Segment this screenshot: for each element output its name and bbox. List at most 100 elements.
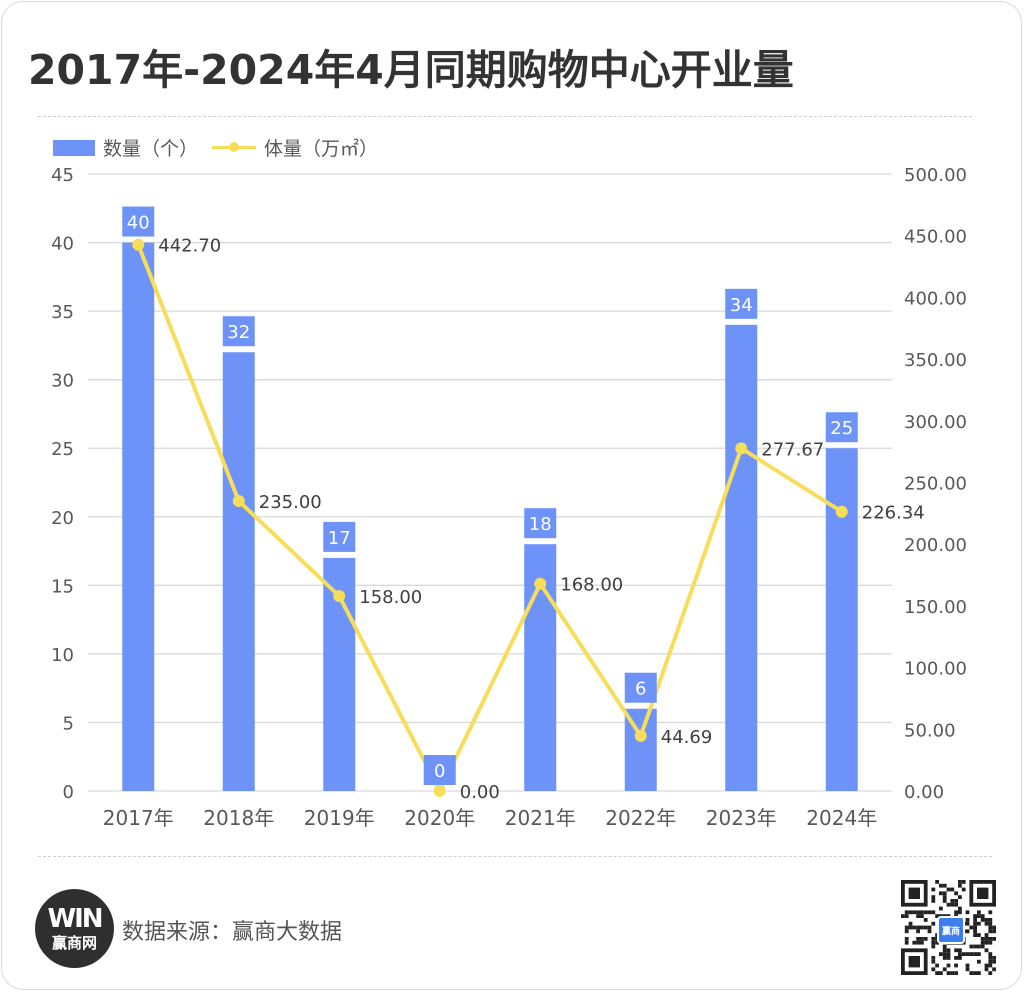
qr-module	[946, 948, 951, 953]
line-layer	[132, 238, 848, 797]
area-point	[735, 442, 748, 455]
y-left-tick-label: 40	[51, 234, 74, 255]
area-value-label: 44.69	[661, 727, 713, 748]
area-point	[835, 505, 848, 518]
area-value-label: 168.00	[560, 575, 623, 596]
qr-module	[939, 883, 943, 888]
qr-module	[988, 963, 993, 968]
qr-module	[965, 963, 970, 968]
qr-module	[939, 952, 943, 956]
x-tick-label: 2020年	[404, 806, 475, 830]
qr-module	[927, 910, 932, 915]
qr-module	[908, 910, 913, 915]
qr-module	[973, 914, 977, 918]
qr-module	[977, 914, 981, 918]
qr-module	[942, 948, 947, 953]
y-left-tick-label: 15	[51, 576, 74, 597]
area-value-label: 226.34	[862, 503, 925, 524]
bar-value-label: 18	[529, 514, 552, 535]
qr-module	[988, 929, 993, 934]
qr-module	[965, 910, 970, 915]
qr-module	[988, 918, 993, 922]
qr-module	[973, 971, 977, 975]
bar-value-box	[624, 672, 657, 703]
area-value-label: 0.00	[460, 782, 500, 803]
qr-module	[988, 921, 993, 926]
qr-module	[961, 880, 966, 884]
bar	[825, 448, 858, 791]
qr-module	[988, 940, 993, 945]
qr-module	[942, 895, 947, 899]
x-tick-label: 2022年	[605, 806, 676, 830]
qr-module	[950, 971, 955, 975]
qr-module	[988, 959, 993, 964]
qr-module	[969, 971, 974, 975]
bar-value-box	[222, 316, 255, 347]
qr-module	[920, 940, 924, 945]
y-right-tick-label: 500.00	[904, 165, 967, 186]
bar-value-label: 25	[830, 418, 853, 439]
qr-module	[939, 971, 943, 975]
qr-module	[973, 918, 977, 922]
qr-module	[954, 948, 958, 953]
qr-module	[988, 925, 993, 930]
qr-module	[980, 914, 985, 918]
qr-module	[931, 959, 936, 964]
qr-module	[958, 910, 962, 915]
legend-area-label: 体量（万㎡）	[264, 138, 379, 160]
qr-module	[980, 918, 985, 922]
y-left-tick-label: 30	[51, 371, 74, 392]
chart-title: 2017年-2024年4月同期购物中心开业量	[28, 46, 794, 94]
qr-module	[969, 944, 974, 949]
qr-module	[977, 952, 981, 956]
qr-module	[931, 899, 936, 903]
qr-module	[961, 952, 966, 956]
qr-module	[927, 929, 932, 934]
area-point	[132, 238, 145, 251]
x-tick-label: 2023年	[706, 806, 777, 830]
bar-value-box	[524, 508, 557, 539]
bar	[725, 324, 758, 791]
qr-module	[908, 925, 913, 930]
qr-module	[958, 948, 962, 953]
area-value-label: 277.67	[761, 439, 824, 460]
bar-value-box	[122, 206, 155, 237]
qr-module	[916, 925, 920, 930]
qr-module	[931, 937, 936, 941]
qr-module	[950, 902, 955, 907]
qr-module	[973, 921, 977, 926]
qr-module	[977, 921, 981, 926]
qr-module	[950, 887, 955, 892]
bar-value-label: 17	[328, 528, 351, 549]
qr-module	[916, 914, 920, 918]
qr-module	[969, 925, 974, 930]
qr-module	[908, 921, 913, 926]
y-right-tick-label: 300.00	[904, 412, 967, 433]
qr-module	[988, 910, 993, 915]
qr-module	[920, 910, 924, 915]
qr-module	[942, 956, 947, 960]
qr-module	[973, 952, 977, 956]
bar-value-box	[323, 521, 356, 552]
qr-module	[942, 883, 947, 888]
axis-layer: 0510152025303540450.0050.00100.00150.002…	[51, 165, 967, 830]
top-divider	[38, 116, 972, 117]
qr-module	[973, 925, 977, 930]
x-tick-label: 2018年	[203, 806, 274, 830]
qr-module	[984, 948, 989, 953]
y-left-tick-label: 45	[51, 165, 74, 186]
qr-module	[992, 959, 996, 964]
qr-module	[939, 891, 943, 896]
qr-module	[954, 963, 958, 968]
qr-module	[965, 921, 970, 926]
bar-value-label: 0	[434, 761, 445, 782]
area-point	[534, 577, 547, 590]
y-left-tick-label: 20	[51, 508, 74, 529]
y-left-tick-label: 5	[63, 713, 74, 734]
qr-module	[965, 952, 970, 956]
qr-module	[931, 940, 936, 945]
qr-module	[942, 952, 947, 956]
bar	[222, 352, 255, 791]
legend-count-label: 数量（个）	[103, 138, 199, 160]
qr-module	[958, 883, 962, 888]
